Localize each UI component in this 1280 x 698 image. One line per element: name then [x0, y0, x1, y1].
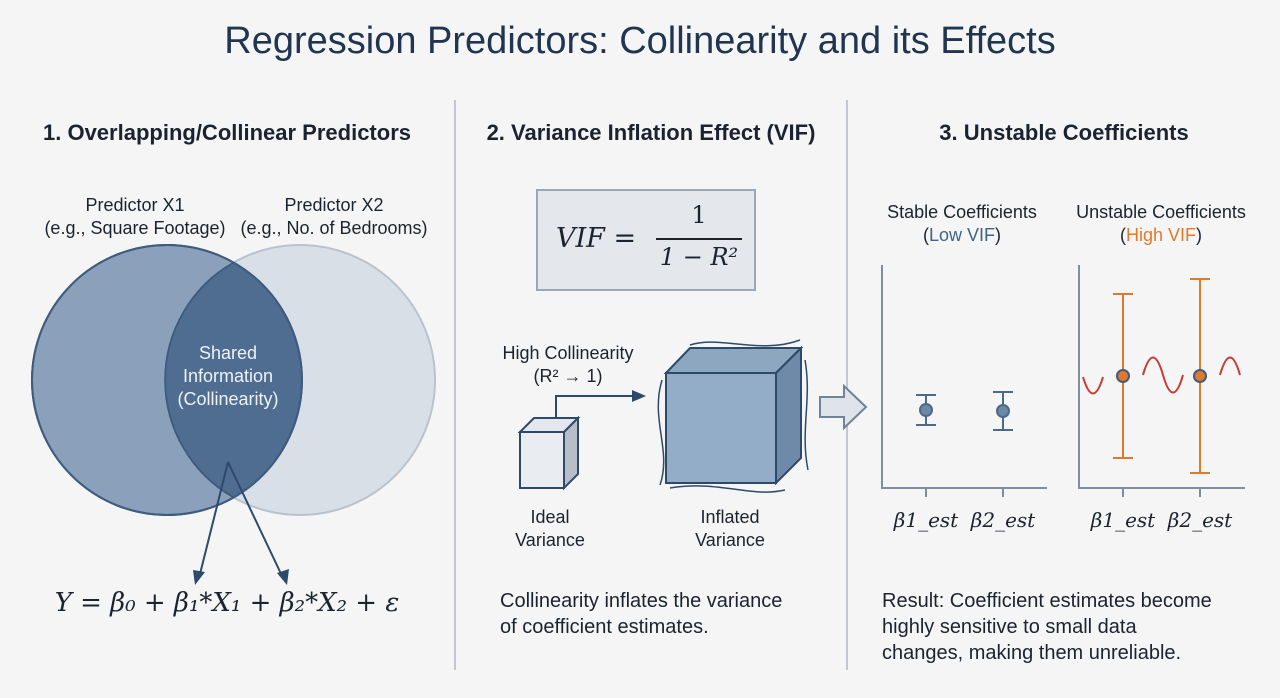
paren: ) — [1196, 225, 1203, 245]
unstable-errorbar-b1 — [1113, 293, 1133, 459]
predictor-x1-example: (e.g., Square Footage) — [44, 218, 226, 238]
inflated-variance-label: Inflated Variance — [670, 506, 790, 552]
divider-1 — [454, 100, 456, 670]
r-squared-limit: (R² → 1) — [533, 366, 603, 386]
stable-errorbar-b2 — [993, 391, 1013, 431]
ideal-variance-line: Variance — [515, 530, 585, 550]
panel2-caption: Collinearity inflates the variance of co… — [500, 588, 782, 640]
collinearity-arrowhead — [632, 390, 646, 402]
unstable-axes — [1078, 265, 1245, 497]
vif-numerator: 1 — [691, 201, 707, 229]
high-collinearity-label: High Collinearity (R² → 1) — [488, 342, 648, 388]
caption-line: highly sensitive to small data — [882, 616, 1137, 638]
stable-errorbar-b1 — [916, 394, 936, 426]
vif-denominator: 1 − R² — [659, 243, 739, 271]
panel1-heading: 1. Overlapping/Collinear Predictors — [43, 120, 411, 145]
low-vif-tag: Low VIF — [928, 225, 996, 245]
predictor-x2-label: Predictor X2 (e.g., No. of Bedrooms) — [222, 194, 446, 240]
paren: ( — [922, 225, 929, 245]
caption-line: Result: Coefficient estimates become — [882, 590, 1212, 612]
unstable-tick-b2: β2_est — [1167, 508, 1233, 532]
inflated-variance-line: Variance — [695, 530, 765, 550]
paren: ) — [995, 225, 1002, 245]
big-cube — [657, 339, 809, 493]
stable-title: Stable Coefficients (Low VIF) — [872, 201, 1052, 247]
high-collinearity-text: High Collinearity — [502, 343, 634, 363]
arrow-to-x2 — [227, 461, 284, 579]
panel3-heading: 3. Unstable Coefficients — [939, 120, 1189, 145]
overlap-label: Shared Information (Collinearity) — [158, 342, 298, 411]
unstable-errorbar-b2 — [1190, 278, 1210, 474]
predictor-x2-name: Predictor X2 — [284, 195, 384, 215]
panel3-caption: Result: Coefficient estimates become hig… — [882, 588, 1212, 666]
caption-line: of coefficient estimates. — [500, 616, 709, 638]
paren: ( — [1119, 225, 1126, 245]
arrowhead-x2 — [277, 569, 289, 585]
unstable-title-text: Unstable Coefficients — [1076, 202, 1246, 222]
instability-wave — [1082, 356, 1241, 395]
predictor-x1-name: Predictor X1 — [85, 195, 185, 215]
stable-axes — [881, 265, 1047, 497]
arrowhead-x1 — [193, 570, 205, 585]
stable-title-text: Stable Coefficients — [887, 202, 1037, 222]
overlap-line: (Collinearity) — [177, 389, 279, 409]
ideal-variance-label: Ideal Variance — [490, 506, 610, 552]
stable-tick-b1: β1_est — [893, 508, 959, 532]
predictor-x1-label: Predictor X1 (e.g., Square Footage) — [15, 194, 255, 240]
arrow-to-x1 — [198, 461, 229, 579]
stable-tick-b2: β2_est — [970, 508, 1036, 532]
right-arrow-icon — [819, 383, 868, 431]
regression-equation: Y = β₀ + β₁*X₁ + β₂*X₂ + ε — [54, 588, 400, 618]
overlap-line: Shared — [198, 343, 258, 363]
collinearity-arrow — [555, 395, 632, 418]
predictor-x2-example: (e.g., No. of Bedrooms) — [240, 218, 428, 238]
caption-line: changes, making them unreliable. — [882, 642, 1182, 664]
unstable-title: Unstable Coefficients (High VIF) — [1066, 201, 1256, 247]
vif-formula-box: VIF = 1 1 − R² — [536, 189, 756, 291]
divider-2 — [846, 100, 848, 670]
inflated-variance-line: Inflated — [700, 507, 760, 527]
panel2-heading: 2. Variance Inflation Effect (VIF) — [486, 120, 816, 145]
vif-lhs: VIF = — [556, 223, 637, 254]
high-vif-tag: High VIF — [1125, 225, 1197, 245]
fraction-bar — [656, 238, 742, 240]
overlap-line: Information — [182, 366, 274, 386]
small-cube — [517, 415, 581, 491]
caption-line: Collinearity inflates the variance — [500, 590, 783, 612]
unstable-tick-b1: β1_est — [1090, 508, 1156, 532]
page-title: Regression Predictors: Collinearity and … — [224, 20, 1056, 62]
ideal-variance-line: Ideal — [530, 507, 570, 527]
venn-diagram — [31, 244, 436, 585]
